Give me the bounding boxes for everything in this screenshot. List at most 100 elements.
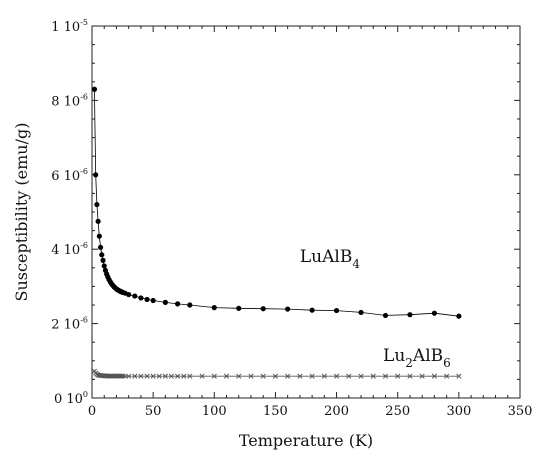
data-point bbox=[382, 312, 389, 319]
data-point bbox=[138, 295, 144, 301]
label-part: 2 bbox=[405, 356, 413, 370]
label-part: 4 10 bbox=[51, 243, 80, 258]
plot-frame bbox=[91, 25, 521, 399]
y-axis-title: Susceptibility (emu/g) bbox=[12, 123, 31, 302]
y-tick-label: 1 10-5 bbox=[51, 18, 88, 35]
y-tick-label: 2 10-6 bbox=[51, 316, 88, 333]
data-point bbox=[456, 313, 462, 319]
axis-ticks bbox=[91, 25, 521, 399]
label-part: 0 bbox=[83, 390, 88, 399]
x-tick-label: 100 bbox=[202, 404, 227, 419]
data-point bbox=[126, 291, 132, 298]
label-part: 1 10 bbox=[51, 20, 80, 35]
data-point bbox=[122, 373, 128, 379]
data-point bbox=[150, 373, 156, 379]
label-part: -6 bbox=[80, 241, 88, 250]
label-part: 2 10 bbox=[51, 318, 80, 333]
y-tick-label: 4 10-6 bbox=[51, 241, 88, 258]
data-point bbox=[456, 373, 462, 379]
y-tick-label: 6 10-6 bbox=[51, 167, 88, 184]
data-point bbox=[97, 244, 104, 250]
series-line bbox=[94, 89, 459, 317]
data-point bbox=[144, 373, 150, 379]
data-point bbox=[199, 373, 205, 379]
data-point bbox=[260, 373, 266, 379]
data-point bbox=[101, 263, 107, 269]
label-part: 8 10 bbox=[51, 94, 80, 109]
data-point bbox=[285, 373, 291, 379]
data-point bbox=[346, 373, 352, 379]
data-point bbox=[211, 305, 217, 311]
series-lualb4 bbox=[91, 86, 462, 319]
label-part: 6 10 bbox=[51, 169, 80, 184]
data-point bbox=[95, 218, 101, 224]
x-tick-label: 250 bbox=[385, 404, 410, 419]
data-point bbox=[419, 373, 425, 379]
data-point bbox=[156, 373, 162, 379]
data-point bbox=[96, 233, 102, 239]
data-point bbox=[181, 373, 187, 379]
data-point bbox=[94, 201, 100, 208]
data-point bbox=[126, 373, 132, 379]
data-point bbox=[187, 373, 193, 379]
data-point bbox=[297, 373, 303, 379]
data-point bbox=[175, 301, 181, 307]
data-point bbox=[333, 307, 340, 314]
data-point bbox=[248, 373, 254, 379]
data-point bbox=[175, 373, 181, 379]
label-part: Lu bbox=[383, 346, 405, 366]
data-point bbox=[272, 373, 278, 379]
x-tick-label: 0 bbox=[88, 404, 96, 419]
x-tick-label: 200 bbox=[324, 404, 349, 419]
data-point bbox=[358, 309, 364, 316]
data-point bbox=[132, 373, 138, 379]
series-label-lualb4: LuAlB4 bbox=[300, 247, 360, 271]
data-point bbox=[99, 252, 105, 258]
data-point bbox=[260, 306, 266, 312]
label-part: -5 bbox=[80, 18, 88, 27]
y-tick-label: 8 10-6 bbox=[51, 92, 88, 109]
data-point bbox=[162, 373, 168, 379]
data-point bbox=[150, 297, 156, 304]
label-part: -6 bbox=[80, 316, 88, 325]
series-label-lu2alb6: Lu2AlB6 bbox=[383, 346, 451, 370]
data-point bbox=[93, 172, 99, 178]
data-point bbox=[168, 373, 175, 379]
x-axis-title: Temperature (K) bbox=[239, 431, 373, 450]
data-point bbox=[395, 373, 401, 379]
x-tick-label: 300 bbox=[446, 404, 471, 419]
x-tick-label: 350 bbox=[508, 404, 533, 419]
data-point bbox=[407, 312, 413, 318]
label-part: 0 10 bbox=[54, 392, 83, 407]
data-point bbox=[321, 373, 327, 379]
data-point bbox=[444, 373, 450, 379]
data-point bbox=[132, 293, 138, 299]
x-tick-label: 150 bbox=[263, 404, 288, 419]
data-point bbox=[431, 310, 437, 316]
data-point bbox=[358, 373, 364, 379]
label-part: 4 bbox=[352, 257, 360, 271]
data-point bbox=[309, 307, 315, 313]
data-point bbox=[334, 373, 340, 379]
data-point bbox=[370, 373, 376, 379]
data-point bbox=[187, 302, 193, 308]
data-point bbox=[91, 86, 98, 92]
data-point bbox=[162, 299, 168, 305]
data-point bbox=[144, 296, 150, 303]
data-point bbox=[211, 373, 217, 379]
label-part: AlB bbox=[412, 346, 443, 366]
data-point bbox=[382, 373, 389, 379]
data-point bbox=[309, 373, 315, 379]
label-part: LuAlB bbox=[300, 247, 352, 267]
data-point bbox=[407, 373, 413, 379]
data-point bbox=[431, 373, 437, 379]
data-point bbox=[236, 373, 242, 379]
data-point bbox=[223, 373, 230, 379]
series-lu2alb6 bbox=[91, 368, 462, 379]
data-point bbox=[285, 306, 291, 312]
label-part: -6 bbox=[80, 167, 88, 176]
data-point bbox=[138, 373, 144, 379]
data-point bbox=[100, 257, 106, 263]
